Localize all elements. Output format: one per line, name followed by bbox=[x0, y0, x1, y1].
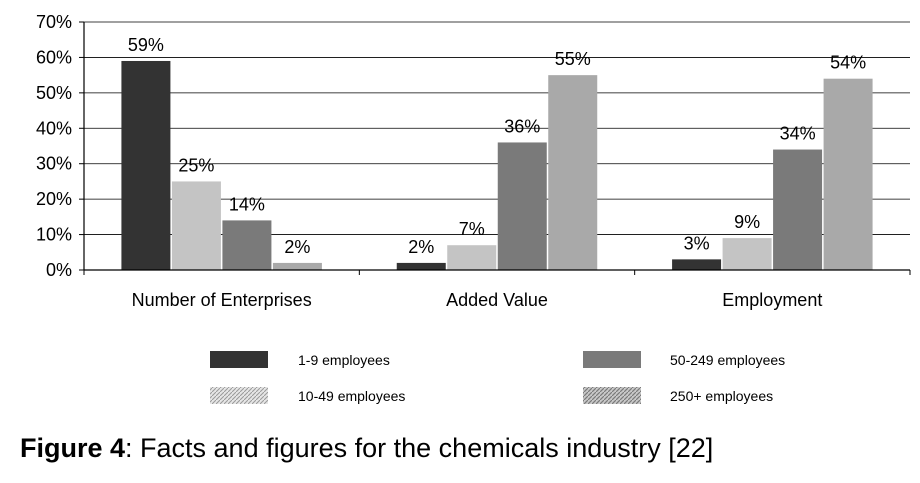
legend-swatch bbox=[583, 351, 641, 368]
x-category-label: Added Value bbox=[446, 290, 548, 310]
data-label: 54% bbox=[830, 53, 866, 73]
bar bbox=[121, 60, 171, 270]
y-tick-label: 70% bbox=[36, 12, 72, 32]
y-tick-label: 10% bbox=[36, 225, 72, 245]
legend-label: 1-9 employees bbox=[298, 352, 390, 368]
x-category-label: Employment bbox=[722, 290, 822, 310]
y-tick-label: 20% bbox=[36, 189, 72, 209]
data-label: 59% bbox=[128, 35, 164, 55]
bar bbox=[396, 262, 446, 270]
data-label: 9% bbox=[734, 212, 760, 232]
bar bbox=[548, 75, 598, 271]
axes bbox=[79, 21, 911, 275]
bar bbox=[447, 245, 497, 270]
legend-swatch bbox=[583, 387, 641, 404]
y-tick-label: 30% bbox=[36, 154, 72, 174]
bar bbox=[497, 142, 547, 270]
legend-label: 10-49 employees bbox=[298, 388, 405, 404]
bars-layer bbox=[121, 60, 873, 271]
data-label: 55% bbox=[555, 49, 591, 69]
bar-chart: 0% 10% 20% 30% 40% 50% 60% 70% 59% 25% 14% 2% Number… bbox=[36, 12, 911, 404]
legend-label: 250+ employees bbox=[670, 388, 773, 404]
data-label: 34% bbox=[780, 124, 816, 144]
data-label: 2% bbox=[284, 237, 310, 257]
legend-swatch bbox=[210, 387, 268, 404]
legend-label: 50-249 employees bbox=[670, 352, 785, 368]
labels-layer: 0% 10% 20% 30% 40% 50% 60% 70% 59% 25% 14% 2% Number… bbox=[36, 12, 866, 310]
bar bbox=[222, 220, 272, 270]
data-label: 25% bbox=[178, 155, 214, 175]
bar bbox=[272, 262, 322, 270]
figure-caption: Figure 4: Facts and figures for the chem… bbox=[20, 433, 713, 464]
bar bbox=[823, 78, 873, 270]
figure-caption-text: : Facts and figures for the chemicals in… bbox=[125, 433, 714, 463]
bar bbox=[773, 149, 823, 270]
bar bbox=[171, 181, 221, 270]
bar bbox=[672, 259, 722, 270]
data-label: 3% bbox=[684, 233, 710, 253]
y-tick-label: 50% bbox=[36, 83, 72, 103]
bar bbox=[722, 238, 772, 270]
data-label: 7% bbox=[459, 219, 485, 239]
figure-label: Figure 4 bbox=[20, 433, 126, 463]
gridlines bbox=[84, 21, 910, 235]
y-tick-label: 60% bbox=[36, 47, 72, 67]
y-tick-label: 0% bbox=[46, 260, 72, 280]
data-label: 2% bbox=[408, 237, 434, 257]
y-tick-label: 40% bbox=[36, 118, 72, 138]
data-label: 14% bbox=[229, 194, 265, 214]
data-label: 36% bbox=[504, 116, 540, 136]
legend: 1-9 employees 10-49 employees 50-249 emplo… bbox=[210, 351, 785, 404]
legend-swatch bbox=[210, 351, 268, 368]
x-category-label: Number of Enterprises bbox=[132, 290, 312, 310]
